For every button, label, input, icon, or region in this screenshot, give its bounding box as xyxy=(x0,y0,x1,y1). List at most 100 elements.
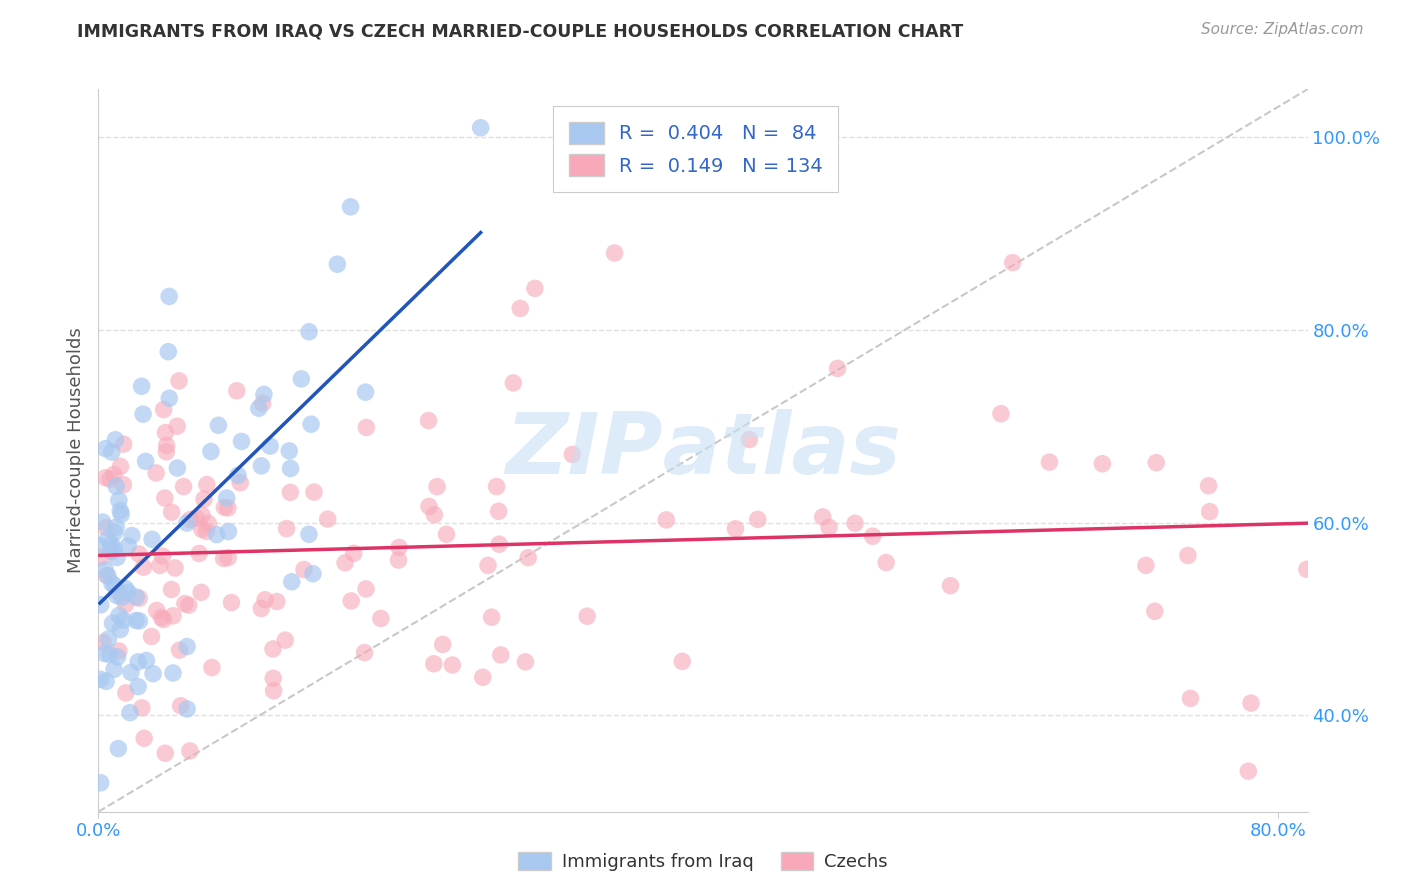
Point xyxy=(517,550,540,565)
Point xyxy=(141,533,163,547)
Point xyxy=(105,479,128,493)
Point xyxy=(576,609,599,624)
Point xyxy=(262,642,284,657)
Point xyxy=(108,585,131,599)
Point xyxy=(418,500,440,514)
Point xyxy=(281,574,304,589)
Point xyxy=(875,556,897,570)
Point xyxy=(205,527,228,541)
Point xyxy=(110,459,132,474)
Point xyxy=(105,520,128,534)
Legend: R =  0.404   N =  84, R =  0.149   N = 134: R = 0.404 N = 84, R = 0.149 N = 134 xyxy=(553,106,838,192)
Point xyxy=(101,544,124,558)
Point xyxy=(195,477,218,491)
Point xyxy=(278,485,301,500)
Point xyxy=(477,558,499,573)
Point xyxy=(302,566,325,581)
Point xyxy=(299,417,322,432)
Point xyxy=(298,325,321,339)
Point xyxy=(201,660,224,674)
Point xyxy=(97,632,120,646)
Point xyxy=(186,511,208,525)
Point xyxy=(149,558,172,573)
Point xyxy=(104,525,127,540)
Point xyxy=(354,385,377,400)
Point xyxy=(127,655,149,669)
Point xyxy=(655,513,678,527)
Point xyxy=(426,480,449,494)
Point xyxy=(1143,604,1166,618)
Y-axis label: Married-couple Households: Married-couple Households xyxy=(66,327,84,574)
Point xyxy=(280,461,302,475)
Point xyxy=(94,674,117,689)
Point xyxy=(150,610,173,624)
Point xyxy=(343,546,366,560)
Point xyxy=(167,374,190,388)
Point xyxy=(370,611,392,625)
Point xyxy=(156,438,179,452)
Point xyxy=(388,541,411,555)
Point xyxy=(108,644,131,658)
Point xyxy=(107,649,129,664)
Point xyxy=(214,500,236,515)
Point xyxy=(94,442,117,456)
Point xyxy=(253,592,276,607)
Point xyxy=(515,655,537,669)
Point xyxy=(509,301,531,316)
Point xyxy=(103,541,125,556)
Point xyxy=(134,731,156,746)
Point xyxy=(844,516,866,531)
Point xyxy=(939,579,962,593)
Point xyxy=(1135,558,1157,573)
Point xyxy=(225,384,247,398)
Point xyxy=(177,598,200,612)
Point xyxy=(128,614,150,628)
Point xyxy=(290,372,312,386)
Point xyxy=(247,401,270,416)
Point xyxy=(96,568,118,582)
Point xyxy=(101,445,124,459)
Point xyxy=(117,585,139,599)
Point xyxy=(603,246,626,260)
Point xyxy=(266,594,288,608)
Point xyxy=(110,508,132,522)
Point xyxy=(176,516,198,530)
Point xyxy=(176,640,198,654)
Point xyxy=(97,569,120,583)
Point xyxy=(326,257,349,271)
Point xyxy=(125,590,148,604)
Point xyxy=(471,670,494,684)
Point xyxy=(170,698,193,713)
Point xyxy=(163,561,186,575)
Point xyxy=(152,402,174,417)
Point xyxy=(212,551,235,566)
Point xyxy=(162,665,184,680)
Point xyxy=(101,576,124,591)
Point xyxy=(111,591,134,605)
Point xyxy=(160,505,183,519)
Text: Source: ZipAtlas.com: Source: ZipAtlas.com xyxy=(1201,22,1364,37)
Point xyxy=(127,680,149,694)
Point xyxy=(160,582,183,597)
Point xyxy=(298,527,321,541)
Point xyxy=(418,413,440,427)
Point xyxy=(94,563,117,577)
Point xyxy=(179,512,201,526)
Point xyxy=(132,560,155,574)
Point xyxy=(90,550,112,565)
Point xyxy=(217,500,239,515)
Point xyxy=(155,444,177,458)
Point xyxy=(489,648,512,662)
Point xyxy=(90,598,112,612)
Point xyxy=(747,512,769,526)
Point xyxy=(432,637,454,651)
Point xyxy=(671,654,693,668)
Point xyxy=(89,539,111,553)
Point xyxy=(153,491,176,505)
Point xyxy=(114,582,136,596)
Point xyxy=(354,582,377,596)
Point xyxy=(818,520,841,534)
Point xyxy=(1144,456,1167,470)
Point xyxy=(173,479,195,493)
Point xyxy=(1198,505,1220,519)
